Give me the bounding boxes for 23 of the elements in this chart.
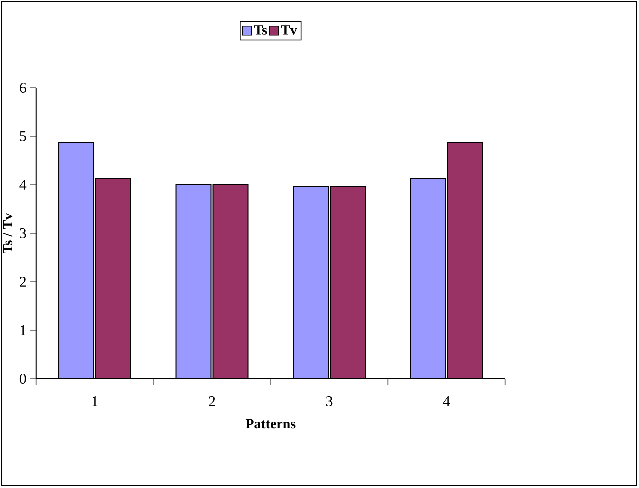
y-tick-label: 6 (20, 82, 26, 93)
x-tick-label: 1 (92, 396, 98, 406)
bar (213, 184, 248, 379)
y-tick-label: 2 (20, 277, 26, 287)
y-tick-label: 1 (20, 326, 26, 336)
x-tick-label: 2 (209, 396, 216, 406)
bar (410, 178, 446, 379)
bar (96, 178, 132, 379)
x-tick-label: 3 (326, 396, 333, 407)
bar (330, 186, 366, 379)
y-tick-label: 3 (20, 228, 26, 238)
bar (176, 184, 212, 379)
y-axis-title: Ts / Tv (3, 213, 13, 254)
bar (59, 142, 94, 379)
legend-label: Ts (254, 26, 268, 35)
y-tick-label: 4 (20, 180, 27, 190)
x-axis-title: Patterns (246, 419, 296, 429)
legend-label: Tv (281, 26, 298, 35)
y-tick-label: 0 (20, 374, 26, 384)
y-tick-label: 5 (20, 132, 26, 142)
x-tick-label: 4 (443, 396, 450, 406)
bar (294, 186, 329, 379)
bar (447, 142, 484, 379)
